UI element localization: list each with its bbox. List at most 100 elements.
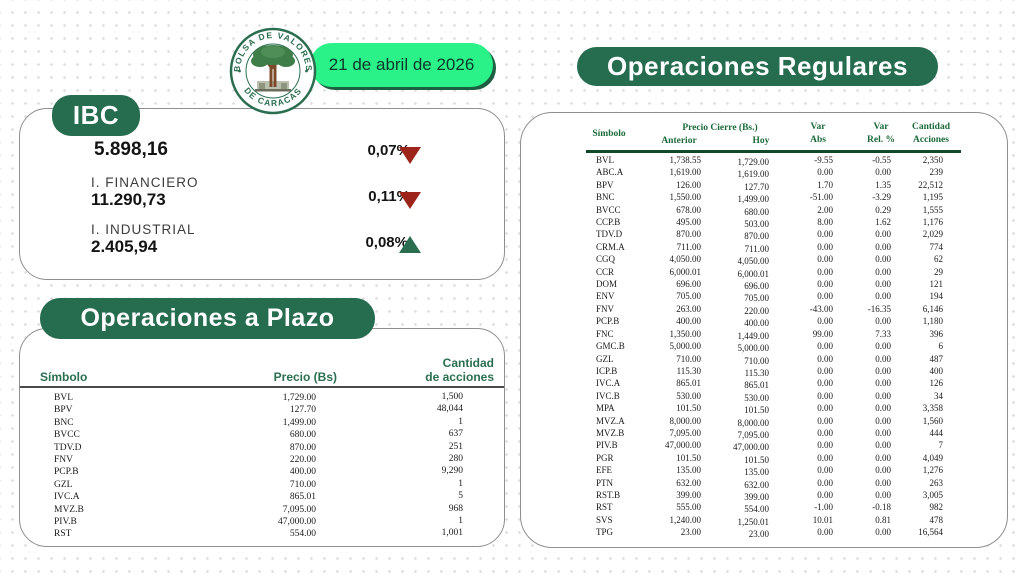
table-cell: -1.00: [814, 502, 833, 513]
table-cell: 503.00: [744, 219, 769, 230]
table-cell: 1,240.00: [669, 514, 702, 525]
table-cell: 220.00: [744, 305, 769, 316]
table-cell: 194: [929, 291, 944, 302]
table-cell: 0.00: [817, 403, 833, 414]
table-cell: 47,000.00: [733, 442, 769, 453]
table-cell: CGQ: [596, 254, 616, 265]
table-cell: 0.00: [817, 378, 833, 389]
table-cell: 530.00: [676, 390, 701, 401]
table-cell: 0.00: [817, 365, 833, 376]
table-cell: 0.00: [875, 390, 891, 401]
table-row: PIV.B 47,000.00 47,000.00 0.00 0.00 7: [586, 439, 944, 453]
table-cell: 0.00: [875, 266, 891, 277]
table-cell: 865.01: [676, 378, 701, 389]
table-cell: RST: [596, 502, 613, 513]
table-cell: 1,738.55: [669, 155, 702, 165]
table-cell: 0.00: [817, 229, 833, 240]
table-cell: 1: [458, 516, 463, 527]
table-cell: 0.00: [875, 229, 891, 240]
table-row: ABC.A 1,619.00 1,619.00 0.00 0.00 239: [586, 166, 944, 179]
table-cell: 705.00: [676, 291, 701, 302]
table-cell: BNC: [54, 417, 74, 428]
table-cell: PGR: [596, 452, 614, 463]
table-cell: 1,499.00: [282, 417, 316, 428]
plazo-col-price: Precio (Bs): [273, 370, 337, 384]
table-cell: 16,564: [918, 527, 943, 538]
table-cell: 0.00: [817, 489, 833, 500]
plazo-header-rule: [20, 386, 504, 388]
plazo-col-symbol: Símbolo: [40, 370, 88, 384]
table-cell: 7: [938, 440, 944, 451]
table-cell: 0.00: [875, 353, 891, 364]
table-cell: 632.00: [744, 479, 769, 490]
table-row: RST 555.00 554.00 -1.00 -0.18 982: [586, 501, 943, 514]
table-cell: 0.00: [875, 341, 891, 352]
table-cell: 2,029: [922, 229, 943, 240]
table-cell: 7,095.00: [282, 504, 316, 515]
table-cell: 0.00: [817, 167, 833, 178]
plazo-title-pill: Operaciones a Plazo: [40, 298, 375, 339]
table-cell: 554.00: [289, 529, 316, 540]
ibc-badge-label: IBC: [72, 100, 120, 130]
table-cell: 678.00: [676, 204, 701, 215]
table-cell: BVL: [54, 393, 73, 403]
table-row: CRM.A 711.00 711.00 0.00 0.00 774: [586, 241, 944, 254]
table-cell: FNC: [596, 328, 614, 339]
table-row: BVL 1,729.00 1,500: [20, 392, 506, 404]
table-cell: 0.00: [817, 279, 833, 290]
table-cell: -0.55: [872, 155, 891, 165]
table-row: BPV 126.00 127.70 1.70 1.35 22,512: [586, 179, 943, 192]
table-cell: 1,250.01: [737, 516, 770, 527]
regulares-title: Operaciones Regulares: [607, 51, 908, 81]
table-cell: 400.00: [744, 318, 769, 329]
table-cell: 0.00: [875, 427, 891, 438]
table-cell: 0.00: [817, 452, 833, 463]
table-cell: 121: [929, 279, 944, 290]
table-cell: 5,000.00: [669, 341, 702, 352]
table-cell: DOM: [596, 279, 618, 290]
table-cell: ENV: [596, 291, 615, 302]
table-cell: 8,000.00: [737, 417, 770, 428]
table-cell: 7,095.00: [737, 429, 770, 440]
table-cell: 1,350.00: [669, 328, 702, 339]
table-row: BPV 127.70 48,044: [20, 404, 506, 416]
table-cell: 0.00: [817, 390, 833, 401]
table-cell: MVZ.B: [54, 504, 84, 515]
ibc-panel: 5.898,16 0,07% I. FINANCIERO 11.290,73 0…: [19, 108, 505, 280]
table-cell: 115.30: [744, 367, 769, 378]
table-cell: 865.01: [289, 492, 316, 503]
table-cell: -16.35: [867, 303, 891, 314]
table-cell: 632.00: [676, 477, 701, 488]
table-cell: FNV: [54, 455, 74, 466]
plazo-title: Operaciones a Plazo: [80, 304, 335, 332]
table-cell: 1,180: [922, 316, 943, 327]
table-cell: MVZ.B: [596, 427, 625, 438]
table-cell: 280: [448, 454, 463, 465]
table-cell: 0.00: [875, 403, 891, 414]
table-cell: 0.00: [875, 527, 891, 538]
financiero-value: 11.290,73: [91, 190, 166, 209]
table-row: ENV 705.00 705.00 0.00 0.00 194: [586, 290, 944, 304]
table-cell: IVC.A: [54, 492, 80, 503]
table-row: GMC.B 5,000.00 5,000.00 0.00 0.00 6: [586, 340, 943, 353]
table-cell: -51.00: [809, 192, 833, 203]
table-cell: -43.00: [809, 303, 833, 314]
table-cell: 1,550.00: [669, 192, 702, 203]
table-cell: 47,000.00: [665, 440, 701, 451]
ibc-index-value: 5.898,16: [94, 139, 168, 160]
table-cell: BPV: [596, 179, 614, 190]
reg-col-symbol: Símbolo: [592, 129, 626, 139]
table-cell: 23.00: [748, 529, 769, 540]
table-cell: 239: [929, 167, 944, 178]
financiero-label: I. FINANCIERO: [91, 175, 199, 190]
reg-col-hoy: Hoy: [752, 136, 770, 146]
table-cell: 400: [929, 365, 944, 376]
table-cell: 0.00: [875, 167, 891, 178]
table-cell: 1: [458, 478, 463, 489]
table-cell: 0.00: [817, 254, 833, 265]
table-cell: BPV: [54, 405, 73, 416]
table-cell: 101.50: [676, 403, 701, 414]
ibc-badge: IBC: [52, 95, 140, 136]
table-cell: 705.00: [744, 293, 769, 304]
table-cell: 774: [929, 241, 944, 252]
